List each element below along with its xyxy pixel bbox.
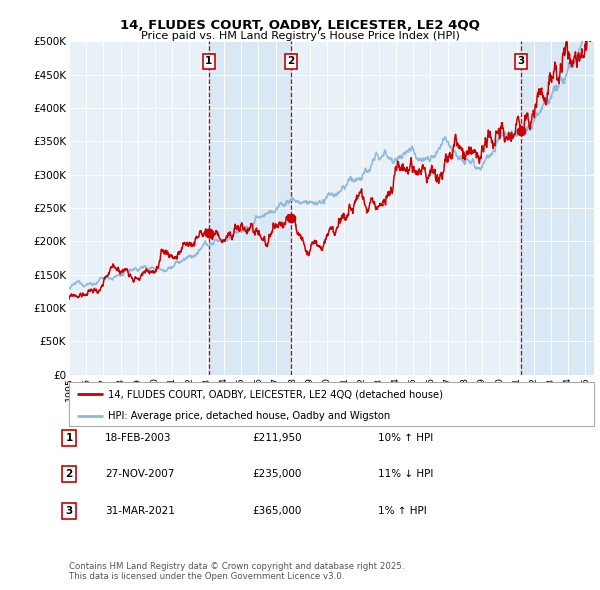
Text: Contains HM Land Registry data © Crown copyright and database right 2025.
This d: Contains HM Land Registry data © Crown c… <box>69 562 404 581</box>
Text: 31-MAR-2021: 31-MAR-2021 <box>105 506 175 516</box>
Text: 14, FLUDES COURT, OADBY, LEICESTER, LE2 4QQ (detached house): 14, FLUDES COURT, OADBY, LEICESTER, LE2 … <box>109 389 443 399</box>
Text: 18-FEB-2003: 18-FEB-2003 <box>105 433 172 442</box>
Text: 27-NOV-2007: 27-NOV-2007 <box>105 470 175 479</box>
Text: 2: 2 <box>287 56 295 66</box>
Text: 14, FLUDES COURT, OADBY, LEICESTER, LE2 4QQ: 14, FLUDES COURT, OADBY, LEICESTER, LE2 … <box>120 19 480 32</box>
Text: HPI: Average price, detached house, Oadby and Wigston: HPI: Average price, detached house, Oadb… <box>109 411 391 421</box>
Text: 3: 3 <box>65 506 73 516</box>
Bar <box>521 41 594 375</box>
Text: £365,000: £365,000 <box>252 506 301 516</box>
Text: 1: 1 <box>65 433 73 442</box>
Text: 2: 2 <box>65 470 73 479</box>
Text: 1% ↑ HPI: 1% ↑ HPI <box>378 506 427 516</box>
Bar <box>209 41 291 375</box>
Text: 1: 1 <box>205 56 212 66</box>
Text: £235,000: £235,000 <box>252 470 301 479</box>
Text: 11% ↓ HPI: 11% ↓ HPI <box>378 470 433 479</box>
Text: £211,950: £211,950 <box>252 433 302 442</box>
Text: Price paid vs. HM Land Registry's House Price Index (HPI): Price paid vs. HM Land Registry's House … <box>140 31 460 41</box>
Text: 10% ↑ HPI: 10% ↑ HPI <box>378 433 433 442</box>
Text: 3: 3 <box>517 56 524 66</box>
